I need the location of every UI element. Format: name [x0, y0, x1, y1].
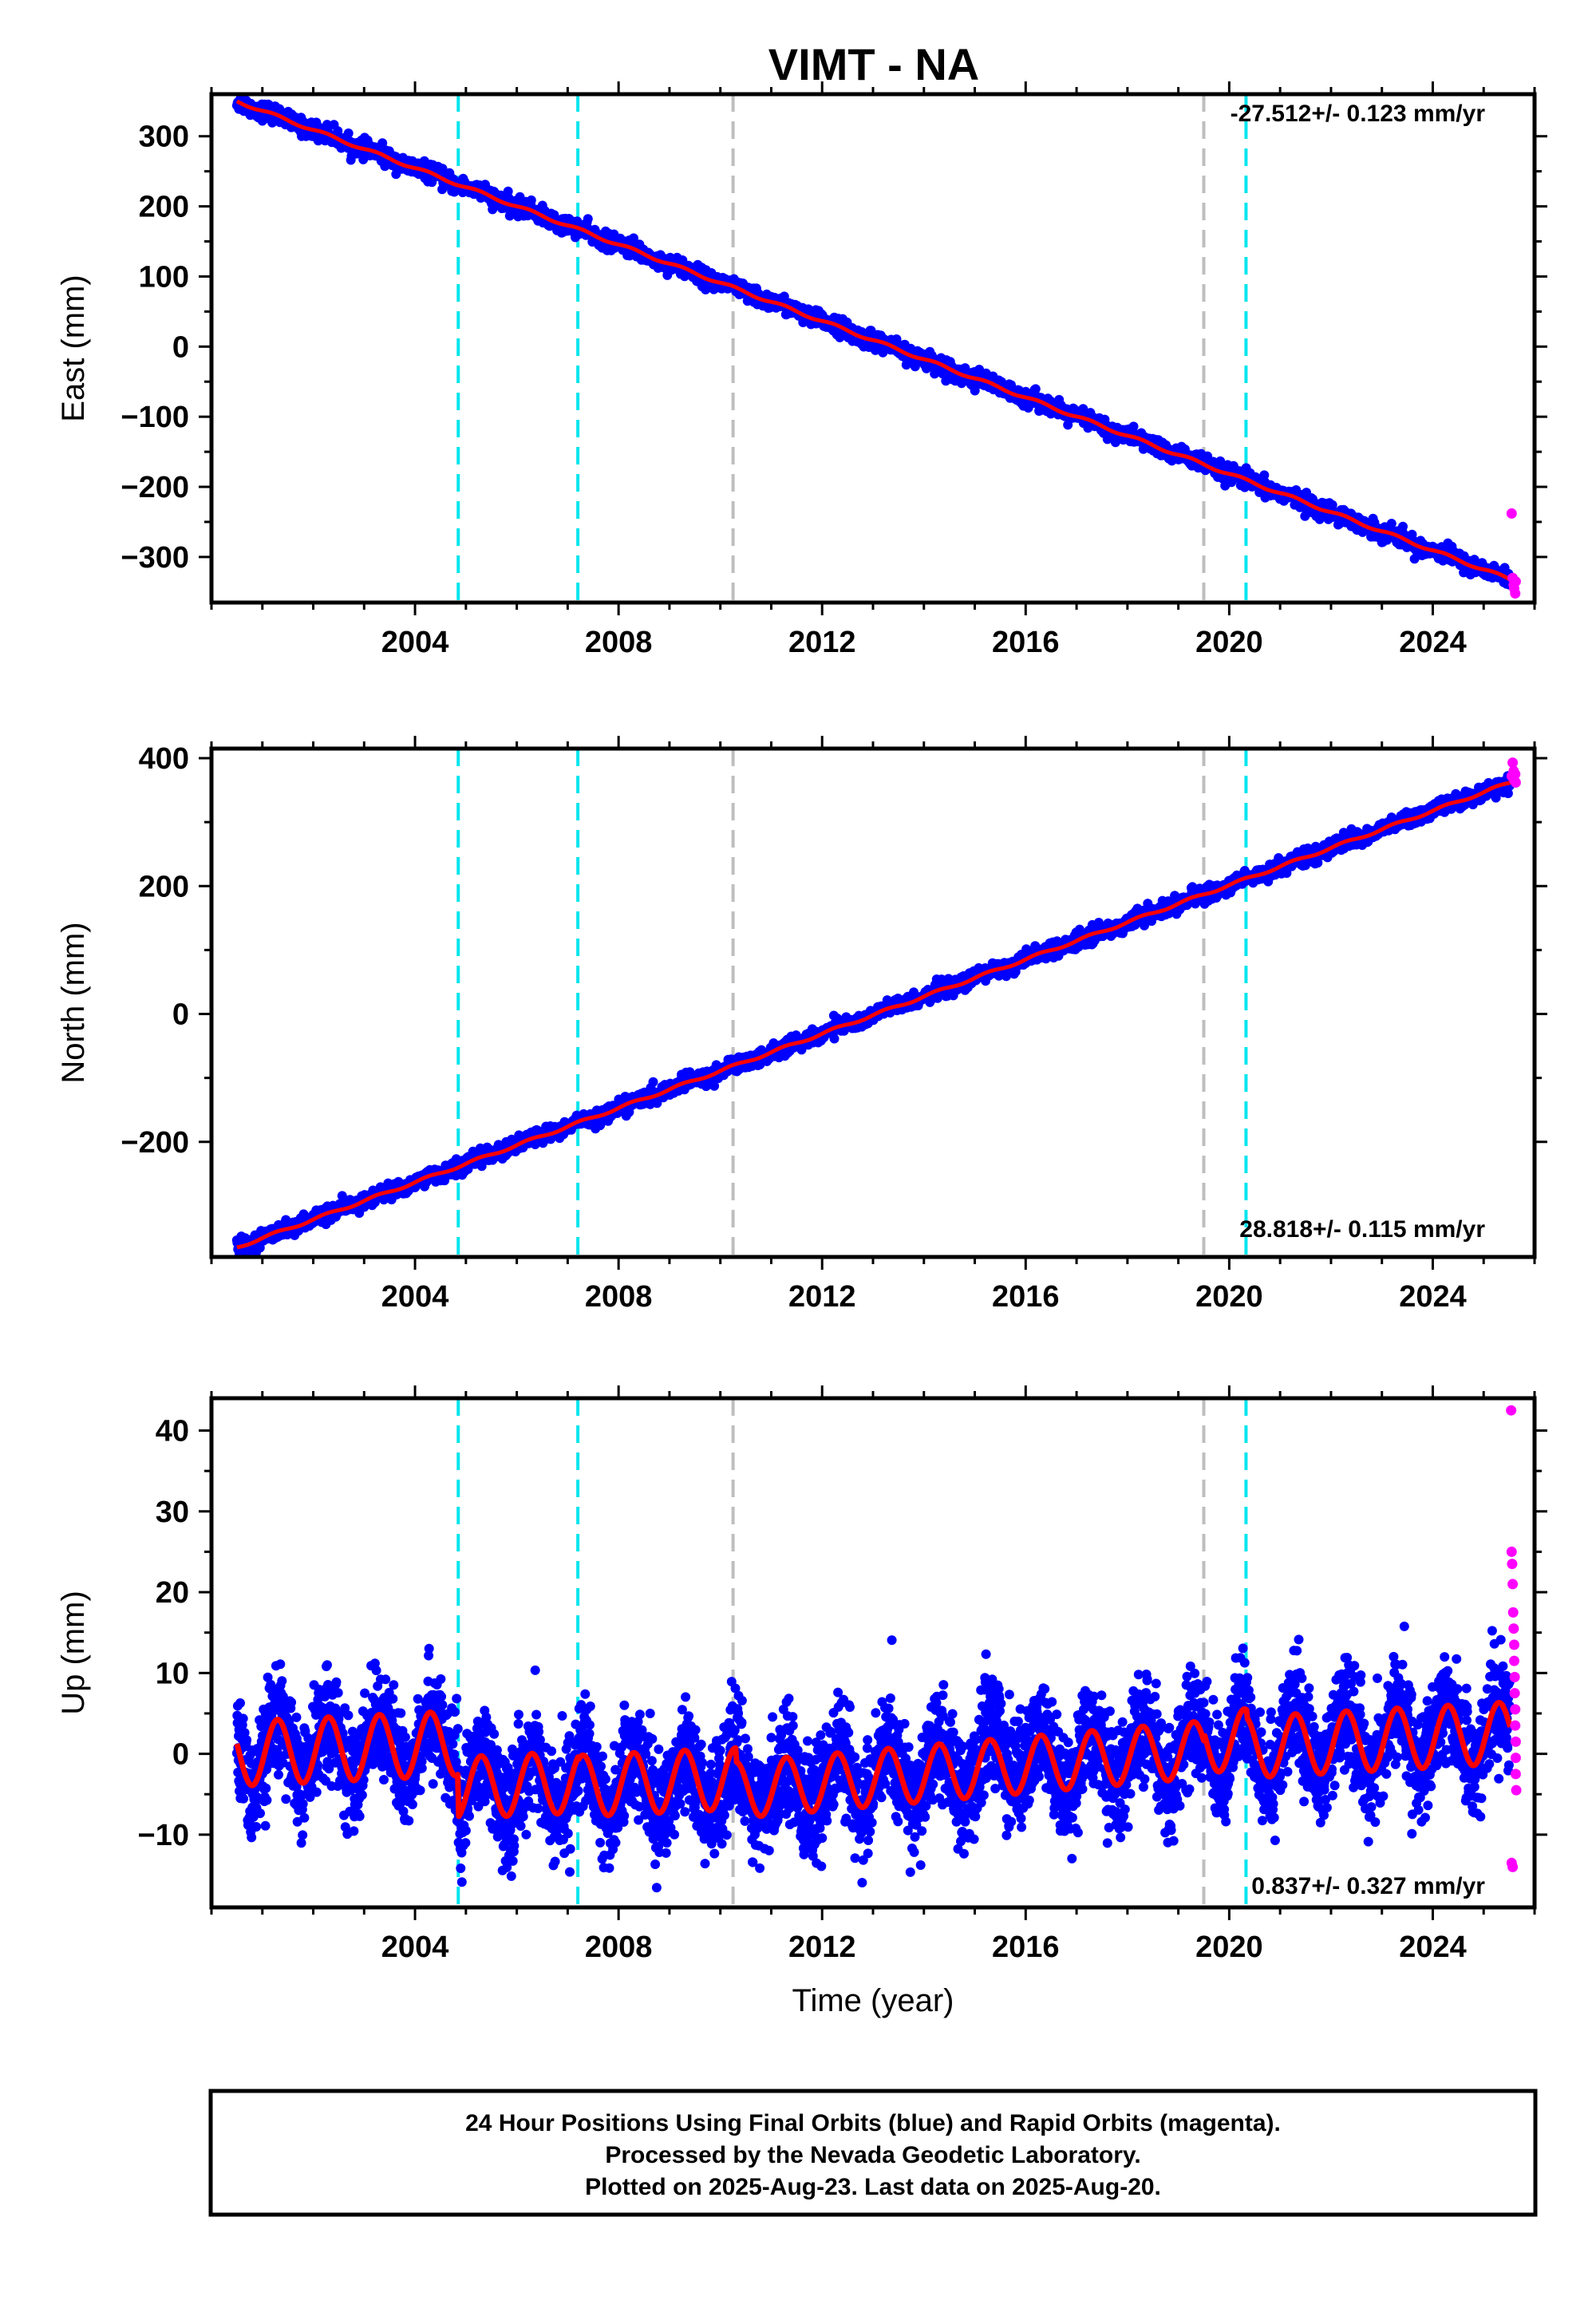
x-tick-label: 2020	[1195, 1931, 1263, 1964]
footer-line-2: Processed by the Nevada Geodetic Laborat…	[605, 2142, 1140, 2168]
x-tick-label: 2012	[788, 1280, 856, 1314]
rapid-orbit-point	[1507, 757, 1519, 769]
x-tick-label: 2016	[992, 1280, 1060, 1314]
model-fit-line	[235, 99, 1511, 582]
y-tick-label: 0	[172, 998, 189, 1032]
rapid-orbit-point	[1506, 1546, 1517, 1557]
y-tick-label: 300	[139, 121, 189, 154]
rapid-orbit-point	[1510, 1720, 1521, 1731]
y-tick-label: 40	[156, 1415, 189, 1448]
plot-area	[231, 94, 1521, 603]
rapid-orbit-point	[1507, 1579, 1519, 1590]
y-axis-label: Up (mm)	[56, 1591, 91, 1715]
rapid-orbit-point	[1510, 1753, 1521, 1764]
x-tick-label: 2008	[585, 1931, 653, 1964]
y-tick-label: 0	[172, 330, 189, 364]
rapid-orbit-point	[1507, 1559, 1518, 1570]
rate-label: -27.512+/- 0.123 mm/yr	[1231, 101, 1486, 127]
y-tick-label: −100	[120, 401, 189, 434]
rapid-orbit-point	[1510, 1736, 1521, 1747]
model-fit-line	[235, 781, 1511, 1250]
x-axis-label: Time (year)	[792, 1983, 954, 2018]
rapid-orbit-point	[1507, 1861, 1519, 1872]
rapid-orbit-point	[1510, 1704, 1521, 1715]
x-tick-label: 2024	[1399, 1931, 1467, 1964]
y-tick-label: 200	[139, 870, 189, 903]
footer-line-3: Plotted on 2025-Aug-23. Last data on 202…	[585, 2174, 1161, 2200]
footer-line-1: 24 Hour Positions Using Final Orbits (bl…	[465, 2110, 1281, 2136]
rate-label: 0.837+/- 0.327 mm/yr	[1251, 1873, 1485, 1899]
north-panel: 2004 2008 2012 2016 2020 2024 −200 0 200 400 North…	[56, 736, 1547, 1314]
x-tick-label: 2024	[1399, 626, 1467, 659]
rapid-orbit-point	[1510, 1769, 1521, 1780]
rapid-orbit-point	[1506, 1405, 1517, 1416]
rapid-orbit-point	[1511, 1784, 1522, 1796]
rapid-orbit-point	[1508, 1655, 1519, 1666]
x-tick-label: 2024	[1399, 1280, 1467, 1314]
rapid-orbit-point	[1510, 576, 1521, 587]
y-tick-label: 20	[156, 1576, 189, 1610]
x-tick-label: 2008	[585, 1280, 653, 1314]
rapid-orbit-point	[1510, 769, 1521, 780]
y-tick-label: −300	[120, 541, 189, 575]
y-tick-label: 100	[139, 260, 189, 294]
y-axis-label: East (mm)	[56, 275, 91, 421]
rapid-orbit-point	[1509, 1688, 1520, 1699]
up-panel: 2004 2008 2012 2016 2020 2024 −10 0 10 20 30 40 Up (…	[56, 1385, 1547, 2018]
x-tick-label: 2020	[1195, 626, 1263, 659]
rate-label: 28.818+/- 0.115 mm/yr	[1239, 1216, 1485, 1243]
y-tick-label: −10	[138, 1819, 189, 1852]
x-tick-label: 2008	[585, 626, 653, 659]
y-tick-label: −200	[120, 1126, 189, 1160]
x-tick-label: 2016	[992, 626, 1060, 659]
model-fit-line	[234, 1700, 1513, 1820]
x-tick-label: 2004	[381, 1280, 449, 1314]
final-orbit-points	[231, 1621, 1515, 1893]
footer-box	[208, 2089, 1538, 2217]
x-tick-label: 2004	[381, 1931, 449, 1964]
y-tick-label: 30	[156, 1496, 189, 1529]
rapid-orbit-point	[1509, 1671, 1520, 1682]
rapid-orbit-point	[1510, 588, 1521, 599]
x-tick-label: 2012	[788, 626, 856, 659]
x-tick-label: 2016	[992, 1931, 1060, 1964]
y-tick-label: −200	[120, 471, 189, 504]
rapid-orbit-point	[1508, 1639, 1519, 1650]
rapid-orbit-point	[1507, 1607, 1519, 1618]
y-tick-label: 200	[139, 191, 189, 224]
y-tick-label: 0	[172, 1738, 189, 1772]
x-tick-label: 2012	[788, 1931, 856, 1964]
plot-area	[231, 1398, 1522, 1907]
y-tick-label: 10	[156, 1657, 189, 1690]
x-tick-label: 2020	[1195, 1280, 1263, 1314]
east-panel: 2004 2008 2012 2016 2020 2024 −300 −200 −100 0 100…	[56, 81, 1547, 659]
y-axis-label: North (mm)	[56, 922, 91, 1083]
figure-title: VIMT - NA	[768, 39, 979, 89]
rapid-orbit-point	[1508, 1623, 1519, 1634]
plot-area	[231, 749, 1521, 1257]
rapid-orbit-point	[1510, 777, 1521, 788]
rapid-orbit-point	[1506, 508, 1517, 519]
x-tick-label: 2004	[381, 626, 449, 659]
y-tick-label: 400	[139, 742, 189, 776]
